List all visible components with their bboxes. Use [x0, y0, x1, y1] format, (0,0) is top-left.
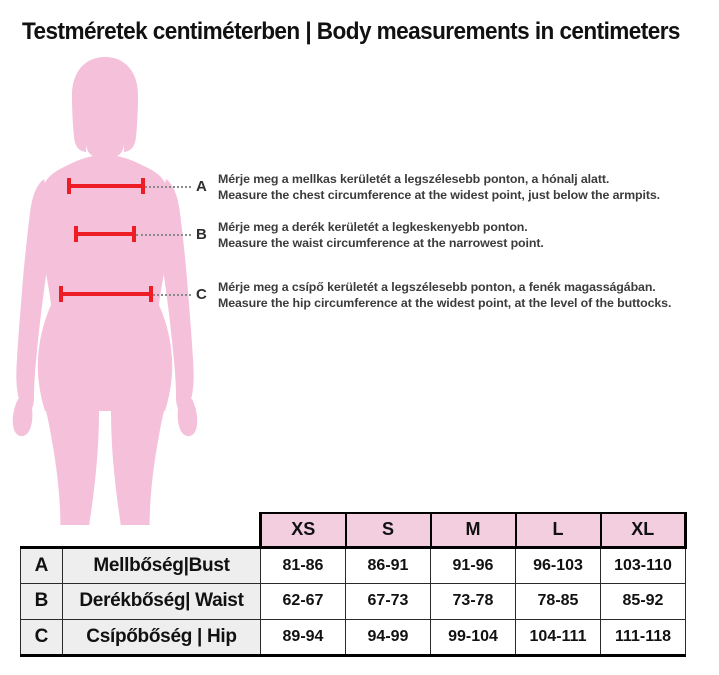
size-header-m: M: [429, 512, 517, 548]
cell-waist-s: 67-73: [345, 582, 431, 620]
page-title: Testméretek centiméterben | Body measure…: [22, 18, 680, 45]
cell-waist-xs: 62-67: [260, 582, 346, 620]
cell-waist-l: 78-85: [515, 582, 601, 620]
size-header-xl: XL: [599, 512, 687, 548]
instruction-a-hu: Mérje meg a mellkas kerületét a legszéle…: [218, 172, 610, 186]
row-letter-b: B: [20, 582, 63, 620]
instruction-c: Mérje meg a csípő kerületét a legszélese…: [218, 280, 671, 311]
instruction-b-hu: Mérje meg a derék kerületét a legkeskeny…: [218, 220, 528, 234]
size-chart-table: XS S M L XL A Mellbőség|Bust 81-86 86-91…: [20, 512, 687, 657]
leader-line-c: [153, 294, 191, 296]
measure-cap-b-right: [132, 226, 136, 242]
instruction-b: Mérje meg a derék kerületét a legkeskeny…: [218, 220, 544, 251]
row-letter-a: A: [20, 545, 63, 584]
measure-cap-a-left: [67, 178, 71, 194]
cell-waist-m: 73-78: [430, 582, 516, 620]
female-silhouette-icon: [12, 57, 198, 525]
instruction-c-en: Measure the hip circumference at the wid…: [218, 295, 672, 310]
instruction-a-en: Measure the chest circumference at the w…: [218, 187, 661, 202]
measure-cap-b-left: [74, 226, 78, 242]
marker-letter-c: C: [196, 286, 207, 303]
leader-line-b: [136, 234, 191, 236]
body-figure: [0, 55, 270, 525]
cell-hip-l: 104-111: [515, 618, 601, 657]
header-spacer-label: [63, 513, 261, 547]
cell-hip-m: 99-104: [430, 618, 516, 657]
marker-letter-b: B: [196, 226, 207, 243]
measure-line-b: [74, 232, 136, 236]
measure-cap-a-right: [141, 178, 145, 194]
measure-line-a: [67, 184, 145, 188]
measure-cap-c-left: [59, 286, 63, 302]
table-row: A Mellbőség|Bust 81-86 86-91 91-96 96-10…: [20, 545, 686, 584]
cell-bust-m: 91-96: [430, 545, 516, 584]
cell-bust-l: 96-103: [515, 545, 601, 584]
row-letter-c: C: [20, 618, 63, 657]
instruction-b-en: Measure the waist circumference at the n…: [218, 235, 544, 250]
header-spacer-letter: [21, 513, 63, 547]
size-header-xs: XS: [259, 512, 347, 548]
cell-hip-xs: 89-94: [260, 618, 346, 657]
measure-line-c: [59, 292, 153, 296]
table-header-row: XS S M L XL: [21, 512, 687, 548]
measure-cap-c-right: [149, 286, 153, 302]
instruction-c-hu: Mérje meg a csípő kerületét a legszélese…: [218, 280, 656, 294]
cell-hip-s: 94-99: [345, 618, 431, 657]
cell-waist-xl: 85-92: [600, 582, 686, 620]
table-row: C Csípőbőség | Hip 89-94 94-99 99-104 10…: [20, 618, 686, 657]
size-header-s: S: [344, 512, 432, 548]
table-row: B Derékbőség| Waist 62-67 67-73 73-78 78…: [20, 582, 686, 620]
cell-bust-xs: 81-86: [260, 545, 346, 584]
row-label-hip: Csípőbőség | Hip: [62, 618, 261, 657]
instruction-a: Mérje meg a mellkas kerületét a legszéle…: [218, 172, 660, 203]
size-header-l: L: [514, 512, 602, 548]
row-label-waist: Derékbőség| Waist: [62, 582, 261, 620]
leader-line-a: [145, 186, 191, 188]
row-label-bust: Mellbőség|Bust: [62, 545, 261, 584]
cell-hip-xl: 111-118: [600, 618, 686, 657]
cell-bust-xl: 103-110: [600, 545, 686, 584]
cell-bust-s: 86-91: [345, 545, 431, 584]
marker-letter-a: A: [196, 178, 207, 195]
